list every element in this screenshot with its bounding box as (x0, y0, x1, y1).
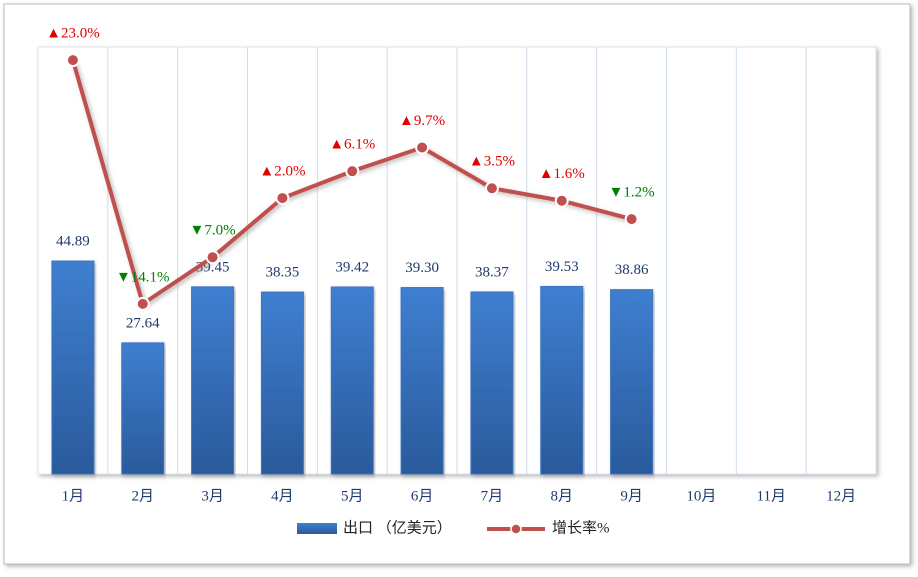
bar (191, 286, 235, 475)
x-tick-label: 7月 (481, 488, 504, 504)
bar (610, 289, 654, 475)
line-point (554, 193, 569, 208)
x-tick-label: 3月 (201, 488, 224, 504)
bar (540, 285, 584, 475)
bar-value-label: 38.37 (475, 264, 509, 280)
bar (470, 291, 514, 475)
line-value-label: ▼1.2% (609, 185, 655, 201)
bar (260, 291, 304, 475)
x-tick-label: 8月 (550, 488, 573, 504)
legend-swatch (297, 523, 337, 534)
line-point (135, 296, 150, 311)
line-point (275, 191, 290, 206)
line-value-label: ▼14.1% (116, 269, 170, 285)
legend-label: 出口 （亿美元） (343, 519, 452, 536)
line-value-label: ▲2.0% (259, 164, 305, 180)
x-tick-label: 2月 (131, 488, 154, 504)
bar-value-label: 27.64 (126, 315, 160, 331)
legend-swatch (510, 523, 522, 535)
line-point (415, 140, 430, 155)
x-tick-label: 11月 (757, 488, 786, 504)
line-point (205, 250, 220, 265)
bar-value-label: 38.35 (266, 264, 300, 280)
line-value-label: ▲6.1% (329, 137, 375, 153)
line-point (624, 212, 639, 227)
line-value-label: ▲1.6% (539, 166, 585, 182)
x-tick-label: 9月 (620, 488, 643, 504)
line-point (65, 53, 80, 68)
x-tick-label: 4月 (271, 488, 294, 504)
bar-value-label: 39.42 (335, 259, 369, 275)
line-value-label: ▲3.5% (469, 154, 515, 170)
bar-value-label: 39.53 (545, 259, 579, 275)
bar-value-label: 38.86 (615, 262, 649, 278)
x-tick-label: 5月 (341, 488, 364, 504)
bar-value-label: 39.30 (405, 260, 439, 276)
bar (400, 287, 444, 475)
line-value-label: ▼7.0% (190, 223, 236, 239)
x-tick-label: 1月 (62, 488, 85, 504)
line-value-label: ▲9.7% (399, 113, 445, 129)
x-tick-label: 12月 (826, 488, 856, 504)
x-tick-label: 10月 (686, 488, 716, 504)
line-value-label: ▲23.0% (46, 26, 100, 42)
bar (51, 260, 95, 475)
legend-label: 增长率% (552, 519, 610, 536)
x-tick-label: 6月 (411, 488, 434, 504)
bar-value-label: 44.89 (56, 233, 90, 249)
bar (330, 286, 374, 475)
line-point (484, 181, 499, 196)
line-point (345, 164, 360, 179)
bar (121, 342, 165, 475)
